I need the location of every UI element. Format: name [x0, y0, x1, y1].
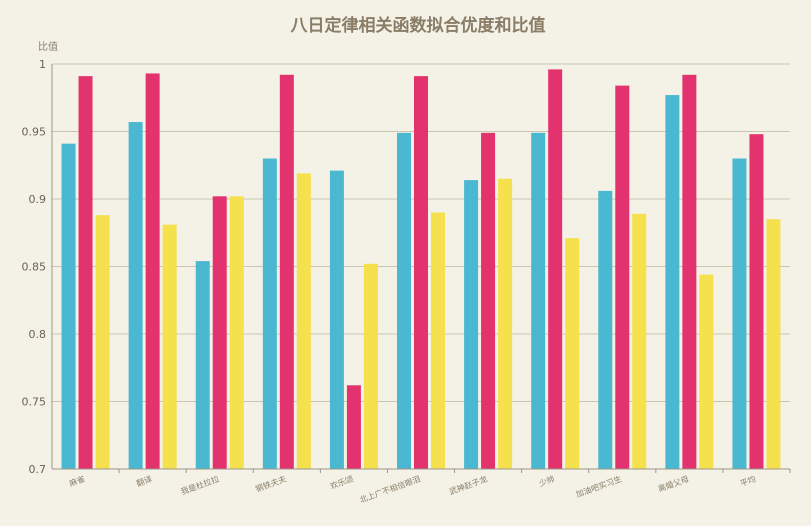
- bar-series-3-9: [632, 213, 647, 469]
- bar-series-3-2: [162, 224, 177, 469]
- bar-series-2-3: [212, 196, 227, 470]
- bar-series-2-2: [145, 73, 160, 469]
- y-tick-label: 1: [39, 58, 46, 71]
- bar-series-1-7: [464, 180, 479, 469]
- bar-series-1-5: [329, 170, 344, 469]
- bar-series-2-9: [615, 85, 630, 469]
- bar-series-1-6: [397, 132, 411, 469]
- y-tick-label: 0.9: [29, 193, 47, 206]
- y-axis-label: 比值: [38, 40, 58, 53]
- bar-series-2-7: [481, 132, 496, 469]
- bar-series-2-10: [682, 74, 697, 470]
- bar-series-3-4: [296, 173, 311, 469]
- y-tick-label: 0.85: [22, 261, 47, 274]
- x-tick-label: 我是杜拉拉: [179, 473, 220, 496]
- x-tick-label: 武神赵子龙: [448, 473, 489, 496]
- x-tick-label: 欢乐颂: [329, 473, 355, 491]
- x-tick-label: 离婚父母: [657, 473, 690, 493]
- y-tick-label: 0.95: [22, 126, 47, 139]
- x-tick-label: 平均: [739, 473, 757, 488]
- bar-series-3-11: [766, 219, 781, 469]
- bar-series-2-6: [414, 76, 428, 470]
- y-tick-label: 0.8: [29, 328, 47, 341]
- bar-series-1-10: [665, 95, 680, 470]
- x-tick-label: 麻雀: [68, 473, 86, 488]
- bar-series-3-3: [229, 196, 244, 470]
- bar-series-2-11: [749, 134, 764, 469]
- bar-series-1-9: [598, 190, 613, 469]
- bar-series-1-11: [732, 158, 747, 469]
- bar-series-3-10: [699, 274, 714, 469]
- x-tick-label: 少帅: [537, 473, 555, 488]
- bars: [61, 69, 781, 470]
- bar-series-1-8: [531, 132, 546, 469]
- x-tick-label: 北上广不相信眼泪: [358, 473, 422, 504]
- bar-series-3-1: [95, 215, 110, 469]
- bar-series-3-6: [431, 212, 445, 469]
- bar-series-3-8: [565, 238, 580, 469]
- bar-series-1-1: [61, 143, 76, 469]
- bar-series-3-7: [498, 178, 513, 469]
- bar-series-2-5: [346, 385, 361, 469]
- bar-series-2-4: [279, 74, 294, 470]
- y-tick-label: 0.7: [29, 463, 47, 476]
- bar-series-1-2: [128, 122, 143, 470]
- bar-series-2-1: [78, 76, 93, 470]
- bar-series-3-5: [363, 263, 378, 469]
- bar-series-1-3: [195, 261, 210, 469]
- x-tick-label: 翻译: [135, 474, 153, 488]
- chart-title: 八日定律相关函数拟合优度和比值: [291, 15, 546, 36]
- x-tick-label: 加油吧实习生: [574, 473, 623, 499]
- x-tick-label: 钢铁夫夫: [254, 473, 287, 493]
- bar-series-2-8: [548, 69, 563, 470]
- bar-series-1-4: [262, 158, 277, 469]
- y-tick-label: 0.75: [22, 396, 47, 409]
